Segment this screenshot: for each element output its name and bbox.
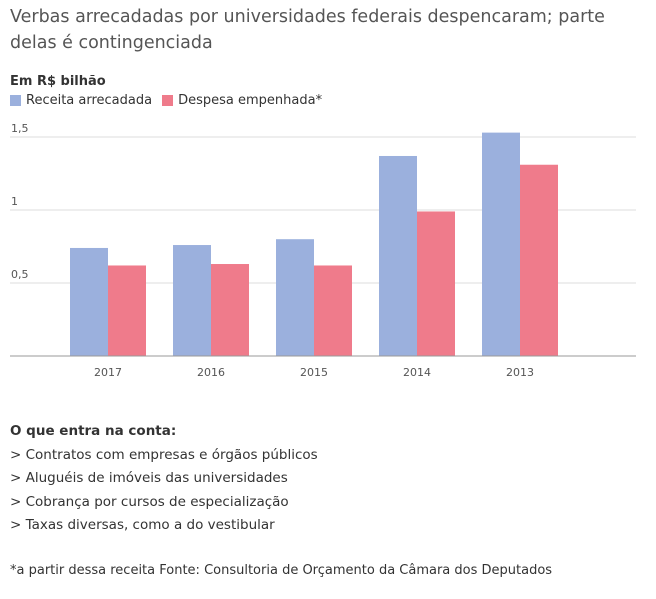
x-tick-label: 2016 bbox=[197, 366, 225, 379]
bar-receita bbox=[482, 132, 520, 356]
y-tick-label: 1 bbox=[11, 195, 18, 208]
notes-section: O que entra na conta: > Contratos com em… bbox=[10, 420, 318, 538]
x-tick-label: 2017 bbox=[94, 366, 122, 379]
legend-item-despesa: Despesa empenhada* bbox=[162, 93, 322, 108]
y-tick-label: 0,5 bbox=[11, 268, 29, 281]
x-tick-label: 2014 bbox=[403, 366, 431, 379]
legend-swatch-despesa bbox=[162, 95, 174, 106]
bar-receita bbox=[173, 245, 211, 356]
chart-title: Verbas arrecadadas por universidades fed… bbox=[10, 7, 605, 53]
notes-heading: O que entra na conta: bbox=[10, 423, 177, 439]
y-tick-label: 1,5 bbox=[11, 122, 29, 135]
legend: Receita arrecadada Despesa empenhada* bbox=[10, 93, 332, 108]
unit-label: Em R$ bilhão bbox=[10, 74, 106, 89]
notes-item: > Aluguéis de imóveis das universidades bbox=[10, 470, 288, 486]
legend-swatch-receita bbox=[10, 95, 21, 106]
notes-item: > Taxas diversas, como a do vestibular bbox=[10, 517, 275, 533]
legend-item-receita: Receita arrecadada bbox=[10, 93, 152, 108]
bar-despesa bbox=[211, 264, 249, 356]
footnote: *a partir dessa receita Fonte: Consultor… bbox=[10, 563, 553, 578]
bar-despesa bbox=[314, 265, 352, 356]
x-tick-label: 2013 bbox=[506, 366, 534, 379]
bar-receita bbox=[276, 239, 314, 356]
x-tick-label: 2015 bbox=[300, 366, 328, 379]
bar-despesa bbox=[417, 211, 455, 356]
notes-item: > Contratos com empresas e órgãos públic… bbox=[10, 446, 318, 463]
bar-receita bbox=[70, 247, 108, 356]
bar-despesa bbox=[520, 164, 558, 356]
notes-item: > Cobrança por cursos de especialização bbox=[10, 493, 289, 510]
legend-label-despesa: Despesa empenhada* bbox=[178, 93, 323, 108]
bar-despesa bbox=[108, 265, 146, 356]
legend-label-receita: Receita arrecadada bbox=[26, 93, 153, 108]
bar-chart: 0,5 1 1,5 2017 2016 2015 2014 2013 bbox=[10, 122, 636, 379]
bar-receita bbox=[379, 155, 417, 356]
